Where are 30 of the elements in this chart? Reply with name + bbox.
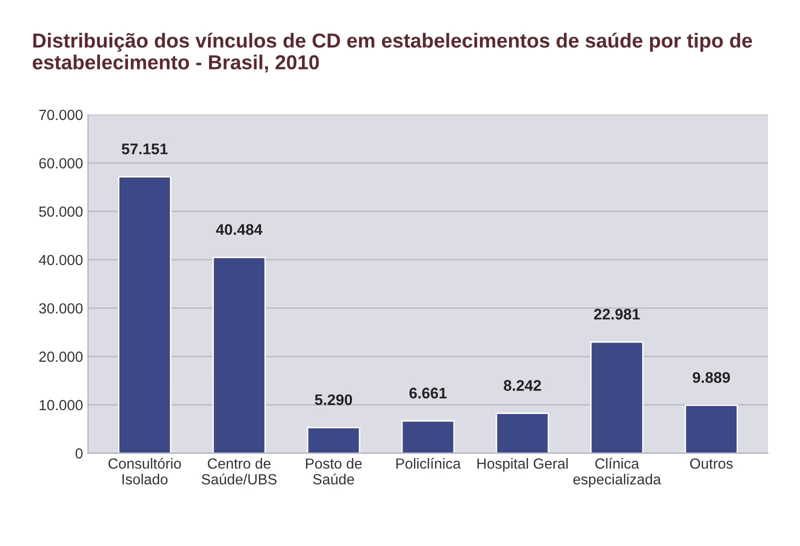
x-tick-label: Clínica especializada [573, 458, 662, 488]
x-tick-label: Hospital Geral [477, 458, 568, 472]
bar [684, 404, 738, 454]
bar [306, 426, 360, 454]
y-tick-label: 60.000 [39, 158, 83, 168]
data-label: 8.242 [504, 380, 541, 391]
y-tick-label: 20.000 [39, 352, 83, 362]
bar [590, 341, 644, 454]
y-tick-label: 30.000 [39, 303, 83, 314]
y-tick-label: 50.000 [39, 206, 83, 217]
bar [212, 256, 266, 454]
data-label: 57.151 [122, 144, 168, 154]
bar [118, 176, 172, 454]
x-tick-label: Policlínica [396, 458, 461, 469]
x-tick-label: Posto de Saúde [306, 458, 362, 484]
chart-title: Distribuição dos vínculos de CD em estabelecimentos de saúde por tipo de estabelecimento - Brasil, 2010 [32, 32, 752, 72]
x-tick-label: Outros [690, 458, 733, 469]
x-tick-label: Centro de Saúde/UBS [202, 458, 277, 484]
data-label: 22.981 [594, 308, 640, 320]
data-label: 5.290 [314, 394, 352, 406]
data-label: 40.484 [216, 224, 262, 235]
data-label: 9.889 [692, 372, 730, 383]
y-tick-label: 10.000 [40, 400, 83, 410]
bar [401, 420, 455, 454]
x-tick-label: Consultório Isolado [108, 458, 181, 484]
y-tick-label: 40.000 [38, 254, 83, 266]
bar [496, 412, 550, 454]
y-tick-label: 70.000 [39, 110, 83, 120]
data-label: 6.661 [409, 388, 447, 399]
y-tick-label: 0 [76, 448, 83, 459]
